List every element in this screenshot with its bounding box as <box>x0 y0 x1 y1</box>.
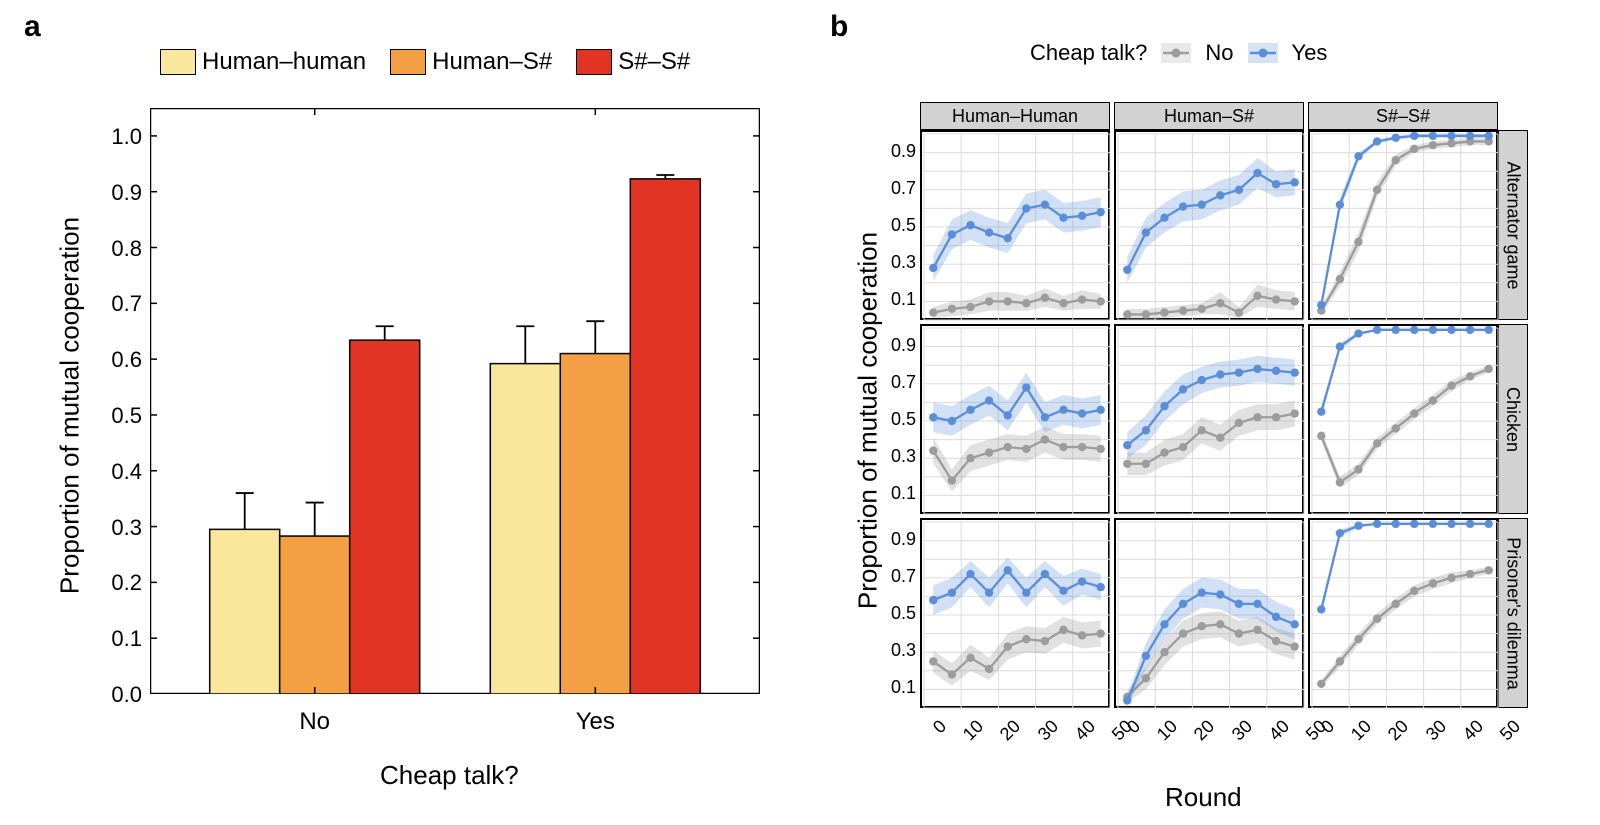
x-tick-label: 30 <box>1222 716 1257 751</box>
facet-panel <box>920 324 1110 514</box>
legend-item: Human–human <box>160 48 366 76</box>
legend-label: Yes <box>1292 40 1328 66</box>
x-tick-label: 20 <box>1185 716 1220 751</box>
legend-label: No <box>1205 40 1233 66</box>
chart-b-ylabel: Proportion of mutual cooperation <box>853 221 884 621</box>
y-tick-label: 0.3 <box>882 252 916 273</box>
legend-label: Human–human <box>202 48 366 76</box>
facet-panel <box>1308 130 1498 320</box>
facet-svg <box>922 132 1112 322</box>
y-tick-label: 0.1 <box>882 483 916 504</box>
y-tick-label: 0.2 <box>100 570 142 596</box>
facet-row-label: Chicken <box>1498 324 1528 514</box>
y-tick-label: 0.0 <box>100 682 142 708</box>
legend-title: Cheap talk? <box>1030 40 1147 66</box>
facet-panel <box>1114 324 1304 514</box>
legend-swatch <box>160 49 196 75</box>
facet-panel <box>1114 130 1304 320</box>
facet-svg <box>1310 326 1500 516</box>
y-tick-label: 0.1 <box>882 289 916 310</box>
y-tick-label: 0.3 <box>882 446 916 467</box>
y-tick-label: 0.9 <box>882 529 916 550</box>
x-tick-label: 40 <box>1453 716 1488 751</box>
chart-a-plot <box>150 108 760 694</box>
y-tick-label: 0.6 <box>100 347 142 373</box>
y-tick-label: 0.5 <box>882 603 916 624</box>
chart-b-xlabel: Round <box>1165 782 1242 813</box>
x-tick-label: 10 <box>1147 716 1182 751</box>
y-tick-label: 0.7 <box>882 566 916 587</box>
facet-svg <box>1116 132 1306 322</box>
y-tick-label: 0.4 <box>100 459 142 485</box>
x-tick-label: 40 <box>1259 716 1294 751</box>
y-tick-label: 0.5 <box>882 215 916 236</box>
facet-svg <box>922 520 1112 710</box>
facet-panel <box>1308 518 1498 708</box>
y-tick-label: 1.0 <box>100 124 142 150</box>
y-tick-label: 0.7 <box>882 178 916 199</box>
legend-swatch <box>390 49 426 75</box>
legend-item: S#–S# <box>576 48 690 76</box>
y-tick-label: 0.5 <box>100 403 142 429</box>
y-tick-label: 0.7 <box>100 291 142 317</box>
x-tick-label: 30 <box>1416 716 1451 751</box>
facet-svg <box>1310 520 1500 710</box>
facet-panel <box>920 518 1110 708</box>
chart-b-legend: Cheap talk? No Yes <box>1030 40 1327 66</box>
legend-label: Human–S# <box>432 48 552 76</box>
facet-svg <box>1116 520 1306 710</box>
y-tick-label: 0.1 <box>100 626 142 652</box>
facet-svg <box>922 326 1112 516</box>
chart-a-xlabel: Cheap talk? <box>380 760 519 791</box>
facet-svg <box>1116 326 1306 516</box>
facet-panel <box>920 130 1110 320</box>
y-tick-label: 0.9 <box>882 335 916 356</box>
x-tick-label: 50 <box>1490 716 1525 751</box>
y-tick-label: 0.9 <box>882 141 916 162</box>
y-tick-label: 0.7 <box>882 372 916 393</box>
x-tick-label: 0 <box>916 716 951 751</box>
facet-row-label: Alternator game <box>1498 130 1528 320</box>
facet-svg <box>1310 132 1500 322</box>
facet-row-label: Prisoner's dilemma <box>1498 518 1528 708</box>
legend-swatch <box>576 49 612 75</box>
y-tick-label: 0.8 <box>100 236 142 262</box>
legend-marker <box>1248 43 1278 63</box>
facet-col-label: Human–Human <box>920 102 1110 130</box>
facet-panel <box>1308 324 1498 514</box>
x-tick-label: Yes <box>565 708 625 736</box>
facet-col-label: Human–S# <box>1114 102 1304 130</box>
y-tick-label: 0.3 <box>100 515 142 541</box>
chart-a-legend: Human–human Human–S# S#–S# <box>160 48 690 76</box>
x-tick-label: 20 <box>991 716 1026 751</box>
legend-marker <box>1161 43 1191 63</box>
figure-root: a b Human–humanHuman–S#S#–S# 0.00.10.20.… <box>0 0 1600 825</box>
panel-label-a: a <box>24 10 41 44</box>
facet-panel <box>1114 518 1304 708</box>
x-tick-label: 10 <box>953 716 988 751</box>
x-tick-label: No <box>285 708 345 736</box>
x-tick-label: 40 <box>1065 716 1100 751</box>
y-tick-label: 0.5 <box>882 409 916 430</box>
x-tick-label: 20 <box>1379 716 1414 751</box>
y-tick-label: 0.3 <box>882 640 916 661</box>
legend-item: Human–S# <box>390 48 552 76</box>
x-tick-label: 30 <box>1028 716 1063 751</box>
legend-label: S#–S# <box>618 48 690 76</box>
facet-col-label: S#–S# <box>1308 102 1498 130</box>
chart-a-svg <box>150 108 760 694</box>
panel-label-b: b <box>830 10 848 44</box>
x-tick-label: 10 <box>1341 716 1376 751</box>
y-tick-label: 0.1 <box>882 677 916 698</box>
y-tick-label: 0.9 <box>100 180 142 206</box>
chart-a-ylabel: Proportion of mutual cooperation <box>55 206 86 606</box>
